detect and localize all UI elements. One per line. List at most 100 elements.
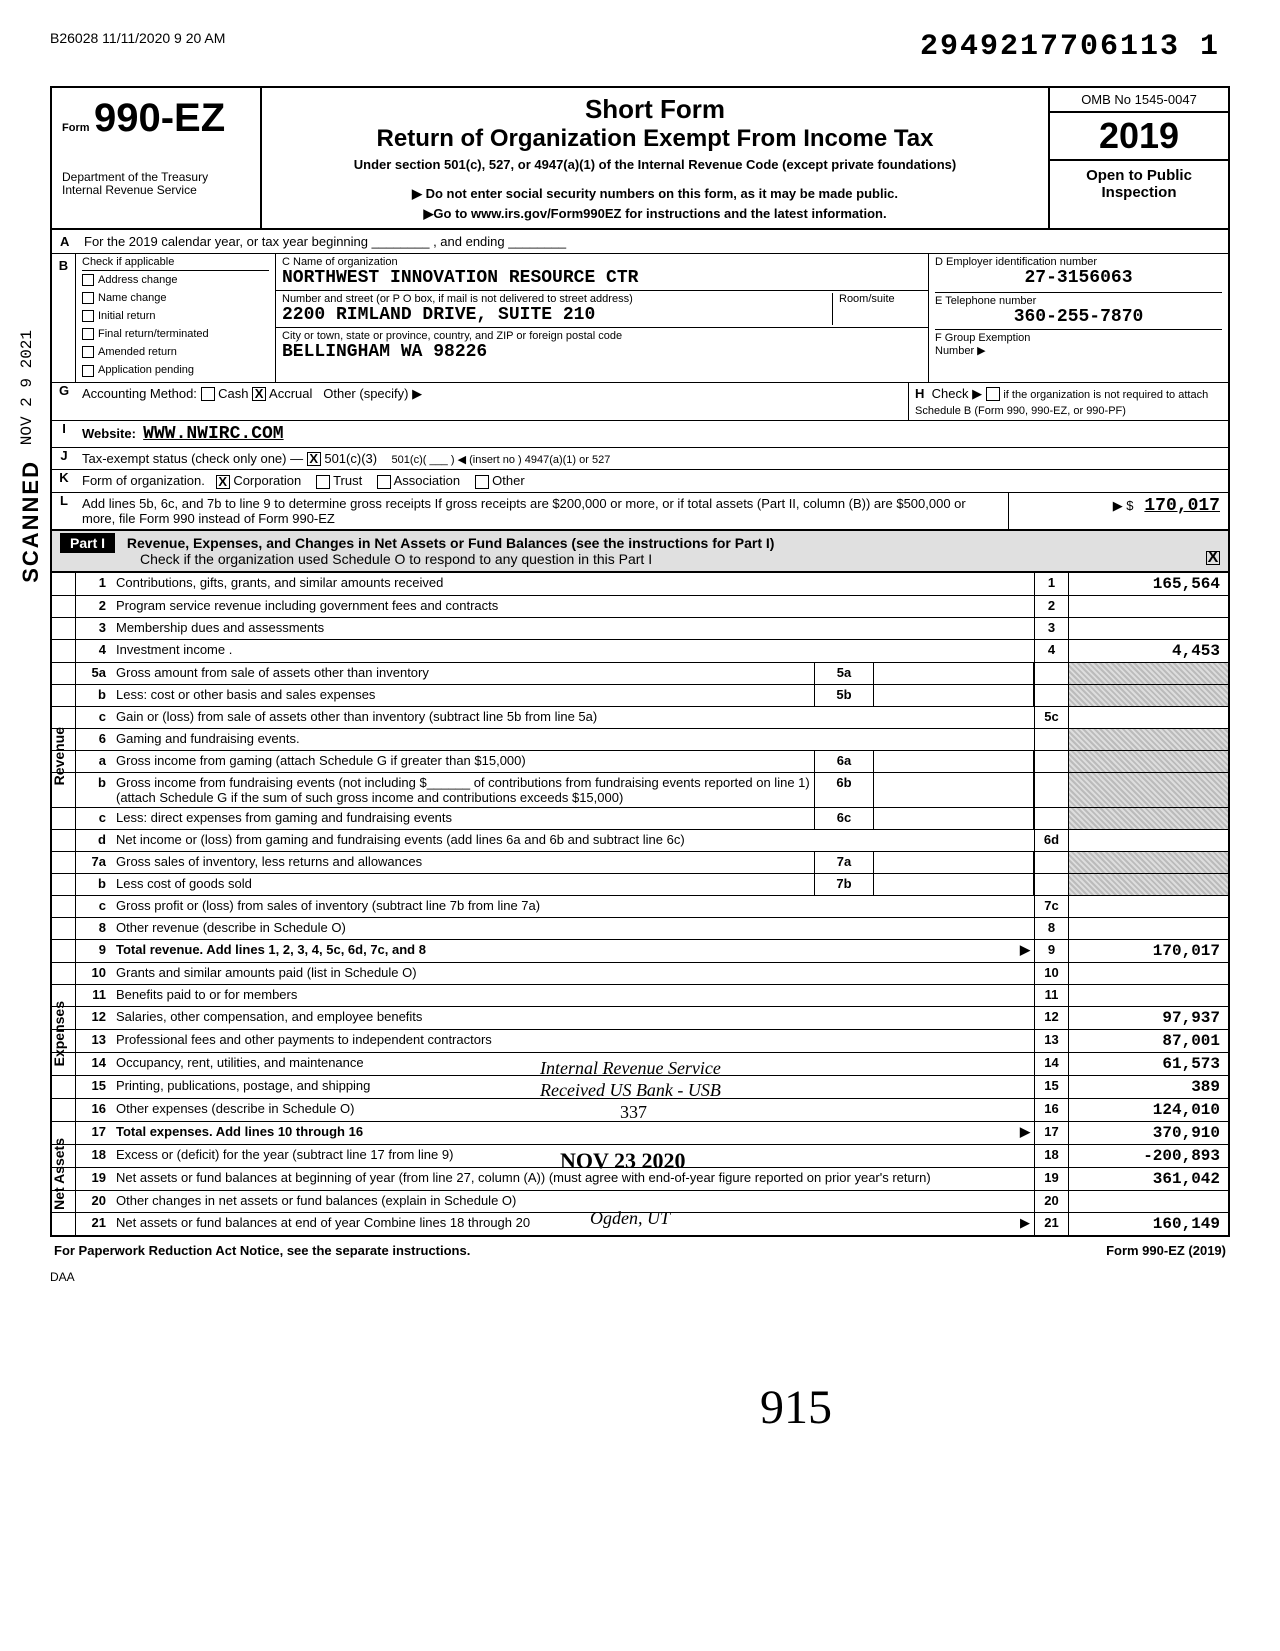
line-j-letter: J — [52, 448, 76, 470]
sub-line-value — [874, 773, 1034, 807]
paperwork-notice: For Paperwork Reduction Act Notice, see … — [54, 1243, 470, 1258]
line-number: 13 — [76, 1030, 112, 1052]
street-label: Number and street (or P O box, if mail i… — [282, 293, 832, 305]
table-row: bLess: cost or other basis and sales exp… — [52, 685, 1228, 707]
ein-value: 27-3156063 — [935, 268, 1222, 288]
org-street: 2200 RIMLAND DRIVE, SUITE 210 — [282, 305, 832, 325]
part1-checkbox[interactable]: X — [1206, 551, 1220, 565]
box-b-checkbox[interactable] — [82, 292, 94, 304]
line-idx: 15 — [1034, 1076, 1068, 1098]
corp-checkbox[interactable]: X — [216, 475, 230, 489]
line-number: c — [76, 896, 112, 917]
sub-line-value — [874, 663, 1034, 684]
501c3-checkbox[interactable]: X — [307, 452, 321, 466]
table-row: 17Total expenses. Add lines 10 through 1… — [52, 1122, 1228, 1145]
box-b-item-label: Application pending — [98, 364, 194, 376]
table-row: 1Contributions, gifts, grants, and simil… — [52, 573, 1228, 596]
box-def: D Employer identification number 27-3156… — [928, 254, 1228, 382]
form-header-right: OMB No 1545-0047 2019 Open to Public Ins… — [1048, 88, 1228, 228]
form-under: Under section 501(c), 527, or 4947(a)(1)… — [270, 157, 1040, 172]
line-i-letter: I — [52, 421, 76, 447]
box-b-checkbox[interactable] — [82, 328, 94, 340]
line-number: 1 — [76, 573, 112, 595]
arrow-icon: ▶ — [1020, 1215, 1030, 1231]
line-number: c — [76, 808, 112, 829]
line-i: I Website: WWW.NWIRC.COM — [50, 421, 1230, 448]
box-b-checkbox[interactable] — [82, 346, 94, 358]
line-idx — [1034, 729, 1068, 750]
assoc-checkbox[interactable] — [377, 475, 391, 489]
other-checkbox[interactable] — [475, 475, 489, 489]
part1-check-text: Check if the organization used Schedule … — [140, 551, 652, 567]
line-number: 7a — [76, 852, 112, 873]
box-f-label: F Group Exemption — [935, 332, 1222, 344]
table-row: bLess cost of goods sold7b — [52, 874, 1228, 896]
sub-line-id: 7b — [814, 874, 874, 895]
line-idx: 10 — [1034, 963, 1068, 984]
tax-exempt-label: Tax-exempt status (check only one) — — [82, 451, 303, 466]
line-idx — [1034, 663, 1068, 684]
table-row: 6Gaming and fundraising events. — [52, 729, 1228, 751]
sub-line-value — [874, 685, 1034, 706]
form-goto: ▶Go to www.irs.gov/Form990EZ for instruc… — [270, 206, 1040, 222]
line-idx: 14 — [1034, 1053, 1068, 1075]
line-amount — [1068, 618, 1228, 639]
line-h-checkbox[interactable] — [986, 387, 1000, 401]
trust-checkbox[interactable] — [316, 475, 330, 489]
line-amount — [1068, 596, 1228, 617]
side-gutter — [52, 808, 76, 829]
table-row: 4Investment income .44,453 — [52, 640, 1228, 663]
box-b-item-label: Amended return — [98, 346, 177, 358]
501c3-label: 501(c)(3) — [324, 451, 377, 466]
sub-line-value — [874, 808, 1034, 829]
table-row: 21Net assets or fund balances at end of … — [52, 1213, 1228, 1235]
line-number: 19 — [76, 1168, 112, 1190]
line-number: 15 — [76, 1076, 112, 1098]
line-k-letter: K — [52, 470, 76, 492]
line-idx: 1 — [1034, 573, 1068, 595]
line-number: 3 — [76, 618, 112, 639]
form-of-org-label: Form of organization. — [82, 473, 205, 488]
side-gutter — [52, 1076, 76, 1098]
org-name: NORTHWEST INNOVATION RESOURCE CTR — [282, 268, 922, 288]
line-amount: -200,893 — [1068, 1145, 1228, 1167]
line-number: b — [76, 773, 112, 807]
table-row: 18Excess or (deficit) for the year (subt… — [52, 1145, 1228, 1168]
form-header-left: Form 990-EZ Department of the Treasury I… — [52, 88, 262, 228]
table-row: 9Total revenue. Add lines 1, 2, 3, 4, 5c… — [52, 940, 1228, 963]
side-date-stamp: NOV 2 9 2021 — [18, 330, 36, 445]
line-amount: 165,564 — [1068, 573, 1228, 595]
line-desc: Gross income from gaming (attach Schedul… — [112, 751, 814, 772]
line-amount — [1068, 1191, 1228, 1212]
part1-title: Revenue, Expenses, and Changes in Net As… — [127, 535, 775, 551]
line-amount — [1068, 852, 1228, 873]
line-desc: Total expenses. Add lines 10 through 16 … — [112, 1122, 1034, 1144]
line-g-letter: G — [52, 383, 76, 420]
line-l-letter: L — [52, 493, 76, 529]
line-amount: 61,573 — [1068, 1053, 1228, 1075]
side-gutter — [52, 707, 76, 728]
sub-line-id: 6b — [814, 773, 874, 807]
line-amount: 170,017 — [1068, 940, 1228, 962]
box-b-checkbox[interactable] — [82, 274, 94, 286]
line-number: 4 — [76, 640, 112, 662]
line-amount: 87,001 — [1068, 1030, 1228, 1052]
website-label: Website: — [82, 426, 136, 441]
line-l-arrow: ▶ $ — [1113, 498, 1134, 513]
box-b-checkbox[interactable] — [82, 365, 94, 377]
line-idx — [1034, 685, 1068, 706]
line-desc: Net assets or fund balances at end of ye… — [112, 1213, 1034, 1235]
line-a: A For the 2019 calendar year, or tax yea… — [50, 230, 1230, 254]
cash-checkbox[interactable] — [201, 387, 215, 401]
box-b-checkbox[interactable] — [82, 310, 94, 322]
line-amount — [1068, 874, 1228, 895]
line-amount: 389 — [1068, 1076, 1228, 1098]
line-gh: G Accounting Method: Cash X Accrual Othe… — [50, 383, 1230, 421]
sub-line-id: 5b — [814, 685, 874, 706]
line-amount: 97,937 — [1068, 1007, 1228, 1029]
acct-method-label: Accounting Method: — [82, 386, 197, 401]
accrual-checkbox[interactable]: X — [252, 387, 266, 401]
gross-receipts: 170,017 — [1144, 496, 1220, 516]
trust-label: Trust — [333, 473, 362, 488]
table-row: 16Other expenses (describe in Schedule O… — [52, 1099, 1228, 1122]
